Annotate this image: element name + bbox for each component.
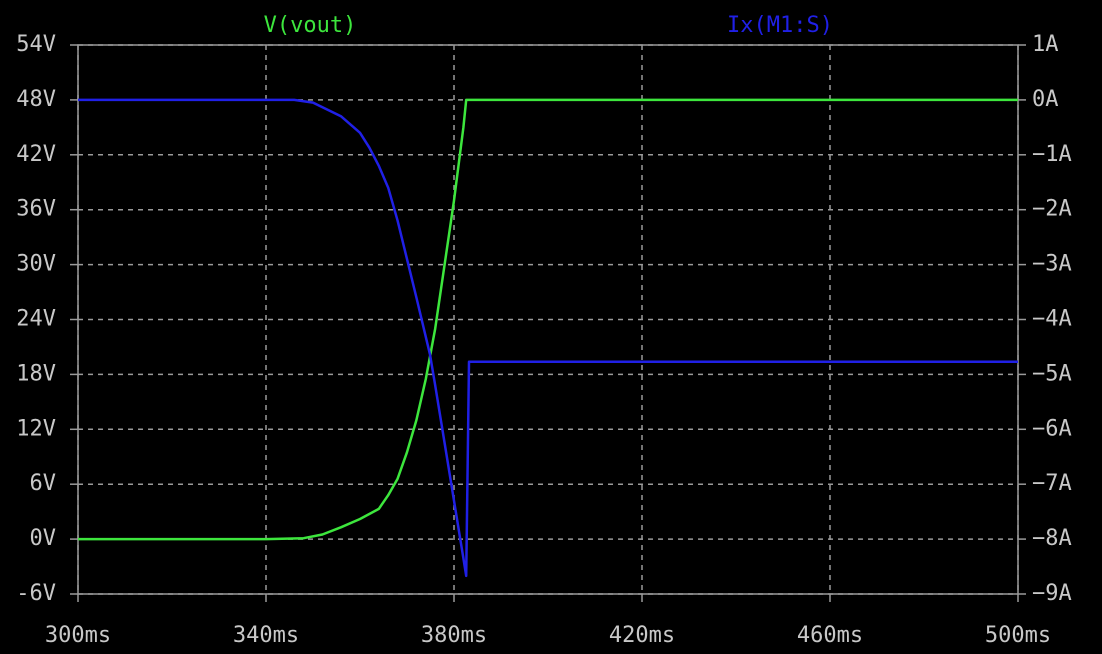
y2-tick-label: −3A xyxy=(1032,252,1072,277)
y-tick-label: 36V xyxy=(16,197,56,222)
y2-tick-label: −8A xyxy=(1032,526,1072,551)
plot-frame xyxy=(77,44,1019,595)
y2-tick-label: −4A xyxy=(1032,307,1072,332)
y2-tick-label: −5A xyxy=(1032,361,1072,386)
y-tick-label: 6V xyxy=(30,471,57,496)
y2-tick-label: −9A xyxy=(1032,581,1072,606)
y2-tick-label: −6A xyxy=(1032,416,1072,441)
x-tick-label: 380ms xyxy=(421,623,487,648)
y-tick-label: 0V xyxy=(30,526,57,551)
x-tick-label: 340ms xyxy=(233,623,299,648)
y2-tick-label: −1A xyxy=(1032,142,1072,167)
y2-tick-label: 1A xyxy=(1032,32,1059,57)
y-tick-label: 54V xyxy=(16,32,56,57)
y2-tick-label: −7A xyxy=(1032,471,1072,496)
x-tick-label: 300ms xyxy=(45,623,111,648)
y-tick-label: 30V xyxy=(16,252,56,277)
x-tick-label: 500ms xyxy=(985,623,1051,648)
series-line xyxy=(78,98,1018,578)
x-tick-label: 420ms xyxy=(609,623,675,648)
y-tick-label: 42V xyxy=(16,142,56,167)
y-tick-label: 24V xyxy=(16,307,56,332)
y-tick-label: 12V xyxy=(16,416,56,441)
legend-label: Ix(M1:S) xyxy=(727,13,833,38)
y-tick-label: 48V xyxy=(16,87,56,112)
y2-tick-label: −2A xyxy=(1032,197,1072,222)
y-tick-label: 18V xyxy=(16,361,56,386)
legend-label: V(vout) xyxy=(264,13,357,38)
y2-tick-label: 0A xyxy=(1032,87,1059,112)
x-tick-label: 460ms xyxy=(797,623,863,648)
y-tick-label: -6V xyxy=(16,581,56,606)
series-line xyxy=(78,98,1018,541)
